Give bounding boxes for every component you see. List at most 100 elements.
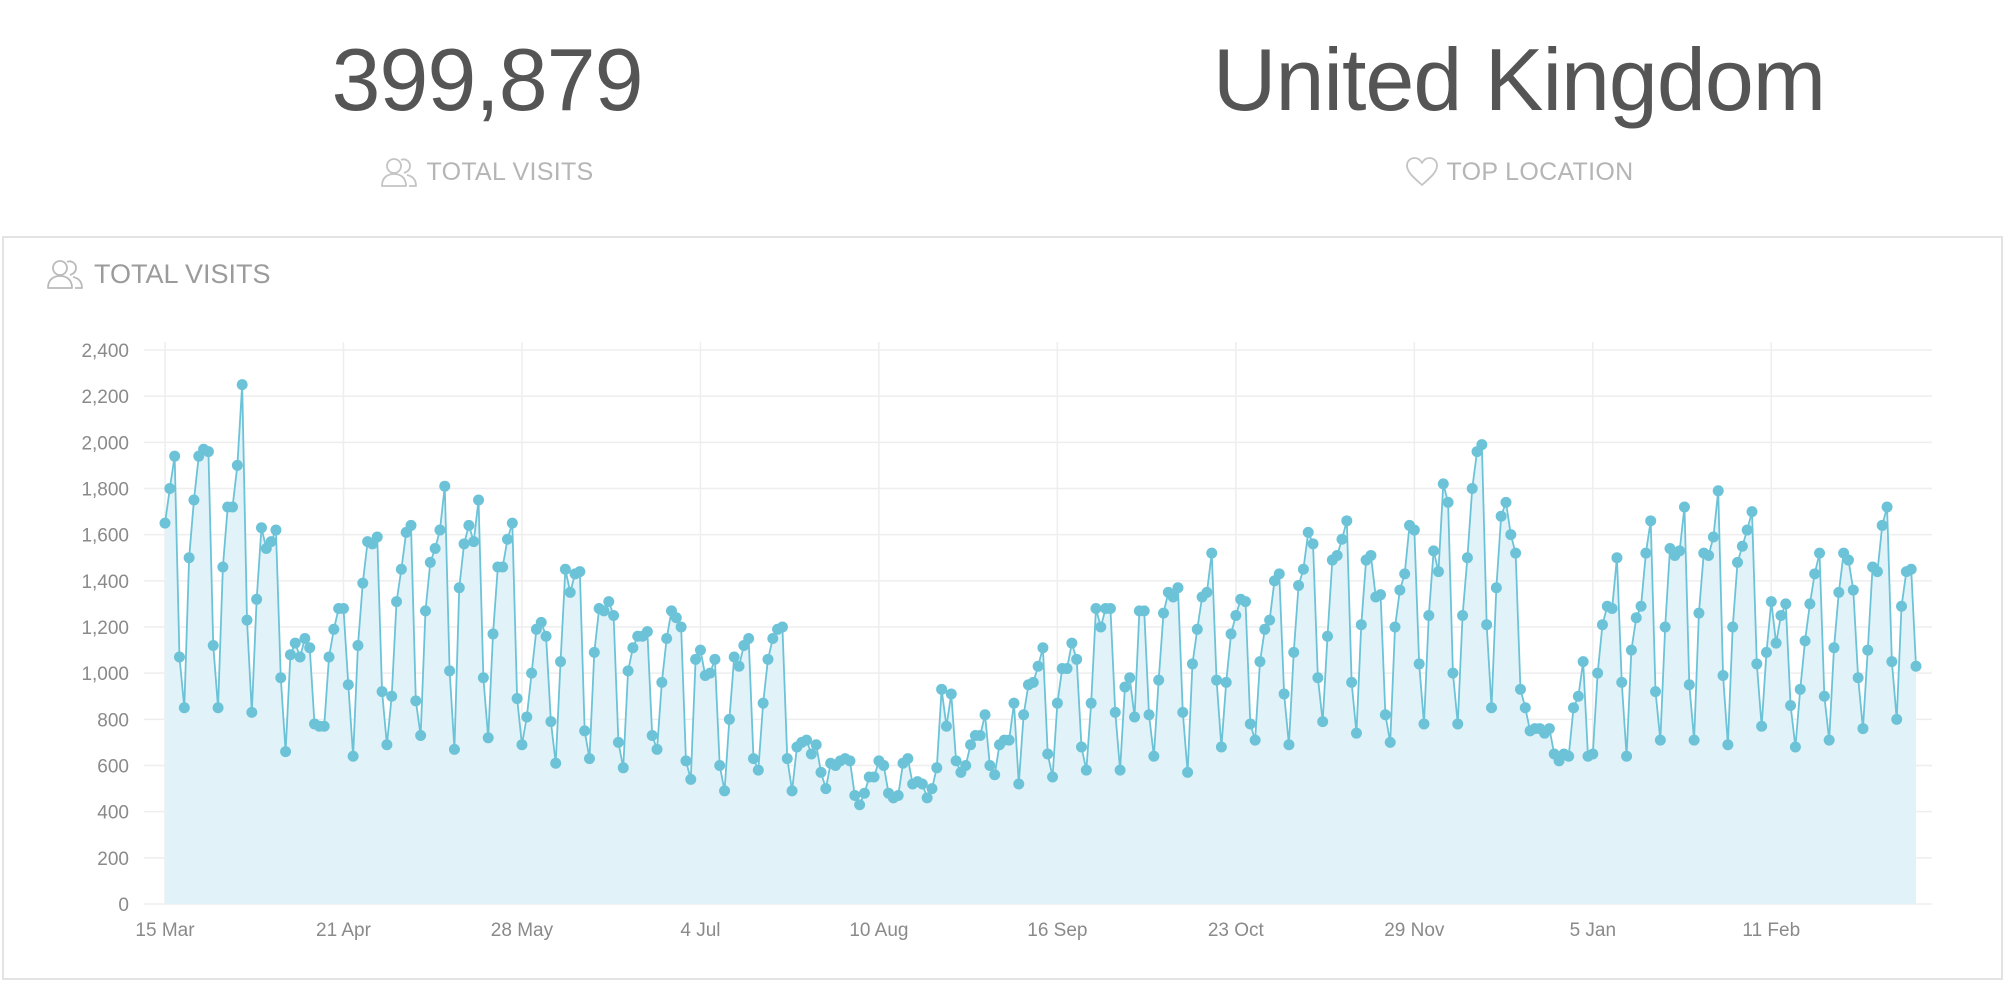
visits-area-fill xyxy=(165,384,1916,904)
data-point xyxy=(685,773,697,785)
data-point xyxy=(1293,579,1305,591)
data-point xyxy=(473,494,485,506)
data-point xyxy=(1182,766,1194,778)
data-point xyxy=(164,483,176,494)
data-point xyxy=(448,743,460,755)
data-point xyxy=(1032,660,1044,672)
data-point xyxy=(1886,656,1898,668)
data-point xyxy=(1413,658,1425,670)
data-point xyxy=(709,653,721,665)
data-point xyxy=(1703,549,1715,561)
data-point xyxy=(439,480,451,492)
data-point xyxy=(617,762,629,774)
data-point xyxy=(989,769,1001,781)
data-point xyxy=(926,783,938,795)
data-point xyxy=(1013,778,1025,790)
data-point xyxy=(1408,524,1420,536)
data-point xyxy=(555,656,567,668)
data-point xyxy=(1317,716,1329,728)
data-point xyxy=(1732,556,1744,568)
x-tick-label: 4 Jul xyxy=(680,920,720,941)
data-point xyxy=(1153,674,1165,686)
data-point xyxy=(1476,439,1488,451)
data-point xyxy=(1775,609,1787,621)
x-tick-label: 29 Nov xyxy=(1384,920,1445,941)
data-point xyxy=(1910,660,1922,672)
data-point xyxy=(1114,764,1126,776)
data-point xyxy=(212,702,224,714)
data-point xyxy=(1804,598,1816,610)
data-point xyxy=(1606,603,1618,615)
data-point xyxy=(622,665,634,677)
data-point xyxy=(1466,483,1478,494)
total-visits-stat: 399,879 TOTAL VISITS xyxy=(37,0,937,193)
data-point xyxy=(1042,748,1054,760)
data-point xyxy=(202,446,214,458)
data-point xyxy=(1891,713,1903,725)
data-point xyxy=(1186,658,1198,670)
data-point xyxy=(540,630,552,642)
data-point xyxy=(1876,519,1888,531)
data-point xyxy=(1220,676,1232,688)
data-point xyxy=(1124,672,1136,684)
data-point xyxy=(1640,547,1652,559)
data-point xyxy=(1625,644,1637,656)
data-point xyxy=(1355,619,1367,631)
data-point xyxy=(747,753,759,765)
data-point xyxy=(752,764,764,776)
data-point xyxy=(574,566,586,578)
data-point xyxy=(550,757,562,769)
data-point xyxy=(227,501,239,513)
data-point xyxy=(950,755,962,767)
total-visits-label: TOTAL VISITS xyxy=(426,157,594,186)
data-point xyxy=(1785,699,1797,711)
data-point xyxy=(207,639,219,651)
data-point xyxy=(1273,568,1285,580)
data-point xyxy=(294,651,306,663)
data-point xyxy=(868,771,880,783)
data-point xyxy=(1288,646,1300,658)
data-point xyxy=(419,605,431,617)
data-point xyxy=(781,753,793,765)
data-point xyxy=(1722,739,1734,751)
data-point xyxy=(1428,545,1440,557)
data-point xyxy=(251,593,263,605)
data-point xyxy=(1500,496,1512,508)
data-point xyxy=(275,672,287,684)
data-point xyxy=(1206,547,1218,559)
data-point xyxy=(241,614,253,626)
data-point xyxy=(1770,637,1782,649)
data-point xyxy=(694,644,706,656)
data-point xyxy=(1862,644,1874,656)
data-point xyxy=(1442,496,1454,508)
data-point xyxy=(270,524,282,536)
data-point xyxy=(1432,566,1444,578)
data-point xyxy=(280,746,292,758)
data-point xyxy=(444,665,456,677)
data-point xyxy=(1881,501,1893,513)
data-point xyxy=(545,716,557,728)
data-point xyxy=(265,536,277,548)
y-tick-label: 1,800 xyxy=(81,480,129,501)
data-point xyxy=(1244,718,1256,730)
data-point xyxy=(1688,734,1700,746)
data-point xyxy=(1852,672,1864,684)
data-point xyxy=(511,693,523,705)
data-point xyxy=(1842,554,1854,566)
data-point xyxy=(386,690,398,702)
data-point xyxy=(965,739,977,751)
data-point xyxy=(342,679,354,691)
data-point xyxy=(1423,609,1435,621)
data-point xyxy=(936,683,948,695)
data-point xyxy=(323,651,335,663)
data-point xyxy=(762,653,774,665)
data-point xyxy=(1809,568,1821,580)
data-point xyxy=(1076,741,1087,753)
data-point xyxy=(979,709,991,721)
data-point xyxy=(1674,545,1686,557)
data-point xyxy=(1341,515,1353,527)
data-point xyxy=(1104,603,1116,615)
data-point xyxy=(1080,764,1092,776)
data-point xyxy=(1071,653,1083,665)
data-point xyxy=(892,790,904,802)
